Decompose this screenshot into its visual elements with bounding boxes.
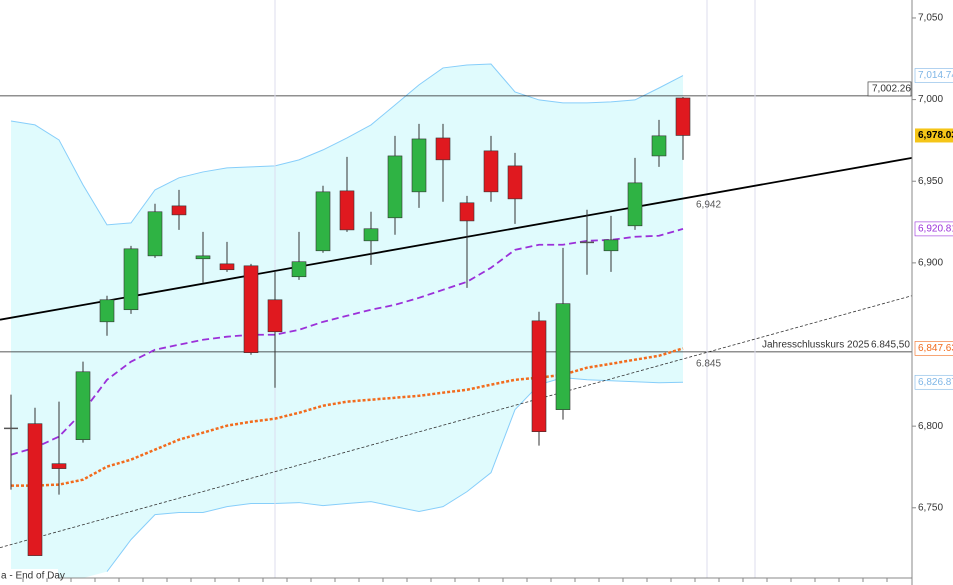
trend-line — [0, 295, 913, 549]
footer: a - End of Day — [1, 571, 65, 582]
y-tick-label: 7,050 — [918, 13, 943, 24]
candle-body — [99, 299, 115, 323]
candle-body — [75, 371, 91, 441]
price-tag-bg — [914, 68, 953, 83]
candle-body — [291, 261, 307, 278]
candle-body — [147, 211, 163, 257]
trend-line-label: 6,942 — [696, 200, 721, 211]
candle-body — [675, 97, 691, 136]
y-tick-label: 6,750 — [918, 502, 943, 513]
price-tag-bg — [915, 128, 953, 143]
candle-body — [219, 263, 235, 271]
candle-body — [267, 299, 283, 333]
h-line-label: Jahresschlusskurs 2025 — [762, 340, 870, 351]
price-tag: 7,014.74 — [918, 70, 953, 81]
candle-body — [555, 303, 571, 410]
candle-body — [411, 138, 427, 193]
trend-line — [0, 157, 913, 321]
candle-body — [123, 248, 139, 311]
candle-body — [627, 182, 643, 227]
candle-body — [435, 137, 451, 161]
price-tag-bg — [914, 341, 953, 356]
candle-body — [315, 191, 331, 252]
y-tick-label: 6,900 — [918, 258, 943, 269]
price-tag: 6,826.87 — [918, 377, 953, 388]
candle-body — [243, 265, 259, 353]
h-line-value: 7,002.26 — [872, 84, 911, 95]
moving-average — [10, 228, 684, 456]
candle-body — [531, 320, 547, 433]
moving-average — [11, 347, 684, 487]
price-tag-bg — [914, 374, 953, 390]
candle-body — [4, 427, 18, 430]
overlay-layer: 7,002.26 Jahresschlusskurs 2025 6.845,50 6,… — [0, 81, 913, 556]
candle-body — [651, 135, 667, 157]
candle-body — [51, 463, 67, 469]
candle-body — [580, 241, 594, 244]
price-tag: 6,847.63 — [918, 343, 953, 354]
y-tick-label: 7,000 — [918, 94, 943, 105]
candle-body — [603, 239, 619, 252]
candle-body — [195, 255, 211, 260]
candle-body — [507, 165, 523, 200]
band-line — [10, 63, 684, 226]
candle-body — [27, 423, 43, 556]
price-tag-bg — [914, 221, 953, 237]
footer-bg — [0, 569, 58, 583]
band-line — [106, 377, 684, 572]
candle-body — [171, 205, 187, 216]
y-tick-label: 6,950 — [918, 176, 943, 187]
candle-body — [363, 228, 379, 242]
price-tag: 6,978.03 — [918, 130, 953, 141]
trend-line-label: 6.845 — [696, 359, 721, 370]
candle-body — [339, 190, 355, 231]
candle-body — [459, 202, 475, 222]
h-line-tag — [867, 81, 912, 97]
candle-body — [483, 150, 499, 193]
y-tick-label: 6,800 — [918, 421, 943, 432]
candle-body — [387, 155, 403, 219]
h-line-value: 6.845,50 — [871, 340, 910, 351]
price-tag: 6,920.81 — [918, 224, 953, 235]
